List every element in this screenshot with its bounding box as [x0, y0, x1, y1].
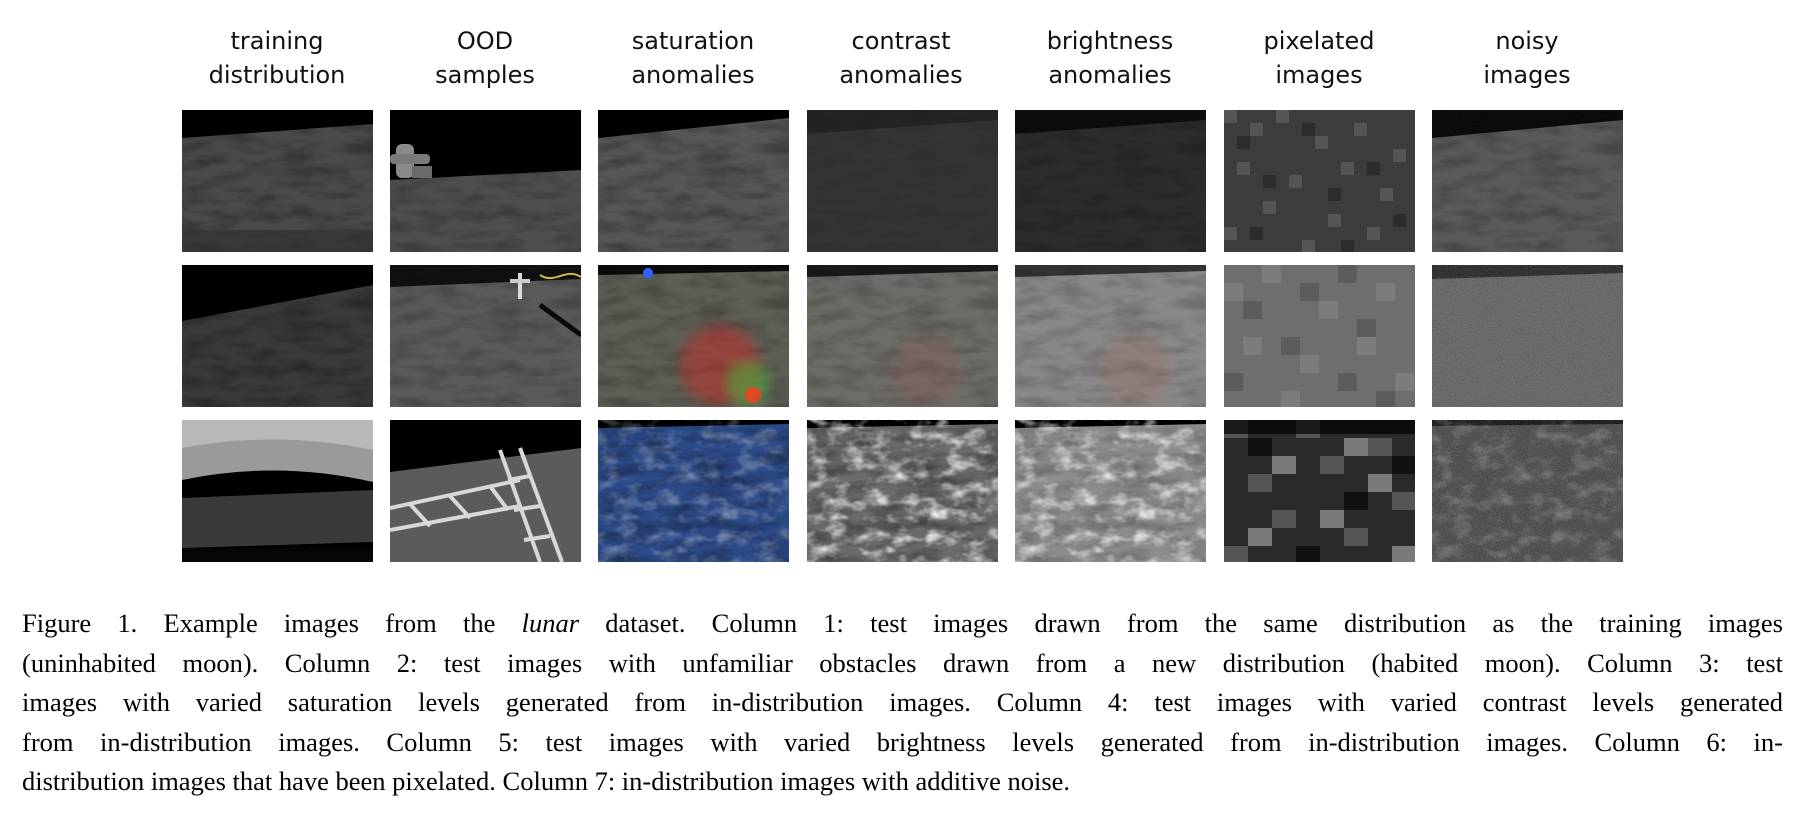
header-line: OOD [456, 27, 514, 55]
header-line: images [1483, 61, 1571, 89]
image-row3-noisy [1432, 420, 1623, 562]
image-row2-training [182, 265, 373, 407]
column-header-pixelated: pixelated images [1219, 24, 1419, 92]
header-line: distribution [208, 61, 346, 89]
caption-line: from in-distribution images. Column 5: t… [22, 726, 1783, 757]
column-header-noisy: noisy images [1427, 24, 1627, 92]
dataset-name: lunar [521, 608, 580, 638]
image-row2-noisy [1432, 265, 1623, 407]
header-line: training [230, 27, 324, 55]
caption-line: Figure 1. Example images from the lunar … [22, 604, 1783, 644]
column-header-brightness: brightness anomalies [1010, 24, 1210, 92]
image-row1-ood [390, 110, 581, 252]
image-row2-contrast [807, 265, 998, 407]
image-row1-training [182, 110, 373, 252]
column-header-contrast: contrast anomalies [801, 24, 1001, 92]
caption-line: distribution images that have been pixel… [22, 766, 1071, 796]
column-header-saturation: saturation anomalies [593, 24, 793, 92]
image-row2-brightness [1015, 265, 1206, 407]
header-line: images [1275, 61, 1363, 89]
header-line: brightness [1046, 27, 1174, 55]
image-row3-saturation [598, 420, 789, 562]
image-row2-saturation [598, 265, 789, 407]
header-line: pixelated [1263, 27, 1375, 55]
caption-line: images with varied saturation levels gen… [22, 687, 1783, 717]
header-line: anomalies [1048, 61, 1172, 89]
image-row3-ood [390, 420, 581, 562]
caption-text: dataset. Column 1: test images drawn fro… [579, 608, 1783, 638]
header-line: anomalies [631, 61, 755, 89]
header-line: contrast [851, 27, 951, 55]
image-row3-brightness [1015, 420, 1206, 562]
header-line: noisy [1495, 27, 1559, 55]
image-row3-contrast [807, 420, 998, 562]
image-row1-contrast [807, 110, 998, 252]
column-header-training: training distribution [177, 24, 377, 92]
image-row1-brightness [1015, 110, 1206, 252]
header-line: anomalies [839, 61, 963, 89]
header-line: saturation [631, 27, 755, 55]
image-row3-pixelated [1224, 420, 1415, 562]
image-row2-ood [390, 265, 581, 407]
header-line: samples [435, 61, 535, 89]
caption-text: Figure 1. Example images from the [22, 608, 522, 638]
image-row3-training [182, 420, 373, 562]
caption-line: (uninhabited moon). Column 2: test image… [22, 647, 1783, 678]
image-row1-pixelated [1224, 110, 1415, 252]
column-header-ood: OOD samples [385, 24, 585, 92]
image-row2-pixelated [1224, 265, 1415, 407]
image-row1-noisy [1432, 110, 1623, 252]
image-row1-saturation [598, 110, 789, 252]
figure-caption: Figure 1. Example images from the lunar … [22, 604, 1783, 802]
